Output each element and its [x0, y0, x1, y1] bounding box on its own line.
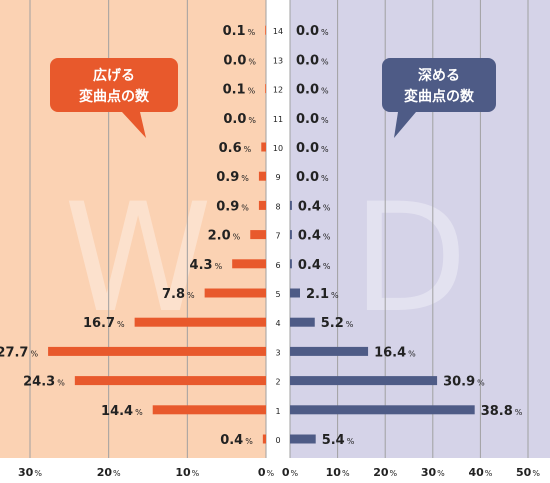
bar-left-2: [74, 376, 266, 386]
tick-right-20: 20%: [373, 466, 397, 479]
bar-left-5: [204, 288, 266, 298]
category-label-5: 5: [275, 290, 280, 299]
category-label-4: 4: [275, 319, 280, 328]
right-callout-line2: 変曲点の数: [404, 88, 475, 105]
left-callout-line2: 変曲点の数: [79, 88, 150, 105]
bar-left-9: [258, 171, 266, 181]
category-label-8: 8: [275, 202, 280, 211]
bar-right-3: [290, 346, 369, 356]
bar-left-3: [48, 346, 266, 356]
right-callout-line1: 深める: [418, 67, 460, 84]
value-label-left-4: 16.7%: [83, 316, 125, 331]
category-label-7: 7: [275, 232, 280, 241]
bar-right-0: [290, 434, 316, 444]
value-label-right-7: 0.4%: [298, 229, 331, 244]
right-watermark: D: [352, 172, 468, 346]
value-labels: 0.4% 5.4 %14.4% 38.8 %24.3% 30.9 %27.7% 16.4 %16…: [0, 24, 523, 448]
bar-right-1: [290, 405, 475, 415]
value-label-right-6: 0.4%: [298, 258, 331, 273]
category-label-9: 9: [275, 173, 280, 182]
value-label-left-7: 2.0%: [208, 229, 241, 244]
value-label-right-9: 0.0%: [296, 170, 329, 185]
value-label-right-11: 0.0%: [296, 112, 329, 127]
bar-left-8: [258, 200, 266, 210]
value-label-left-11: 0.0%: [223, 112, 256, 127]
bar-left-12: [265, 84, 266, 94]
value-label-left-14: 0.1%: [223, 24, 256, 39]
value-label-left-0: 0.4%: [220, 433, 253, 448]
category-label-0: 0: [275, 436, 280, 445]
bar-right-4: [290, 317, 315, 327]
category-label-2: 2: [275, 378, 280, 387]
value-label-right-5: 2.1%: [306, 287, 339, 302]
value-label-right-14: 0.0%: [296, 24, 329, 39]
bar-left-6: [232, 259, 266, 269]
value-label-right-12: 0.0%: [296, 83, 329, 98]
bar-left-1: [152, 405, 266, 415]
category-label-10: 10: [273, 144, 283, 153]
value-label-right-0: 5.4%: [322, 433, 355, 448]
tick-right-50: 50%: [516, 466, 540, 479]
tick-right-30: 30%: [421, 466, 445, 479]
value-label-right-3: 16.4%: [374, 345, 416, 360]
axis-tick-labels: 30% 20% 10% 0% 0% 10% 20% 30% 40% 50%: [18, 466, 540, 479]
value-label-left-12: 0.1%: [223, 83, 256, 98]
tick-right-0: 0%: [282, 466, 299, 479]
bar-right-2: [290, 376, 438, 386]
tick-right-40: 40%: [468, 466, 492, 479]
value-label-right-4: 5.2%: [321, 316, 354, 331]
right-callout: 深める 変曲点の数: [382, 58, 496, 138]
value-label-right-13: 0.0%: [296, 53, 329, 68]
value-label-left-10: 0.6%: [219, 141, 252, 156]
value-label-left-8: 0.9%: [216, 199, 249, 214]
bar-left-14: [265, 25, 266, 35]
category-label-3: 3: [275, 348, 280, 357]
bar-left-4: [134, 317, 266, 327]
bars: [48, 25, 475, 444]
value-label-left-13: 0.0%: [223, 53, 256, 68]
value-label-right-8: 0.4%: [298, 199, 331, 214]
bar-right-7: [290, 230, 292, 240]
bar-left-10: [261, 142, 266, 152]
category-label-14: 14: [273, 27, 283, 36]
right-callout-bubble: [382, 58, 496, 138]
value-label-left-2: 24.3%: [23, 375, 65, 390]
bar-right-8: [290, 200, 292, 210]
left-callout-line1: 広げる: [93, 67, 135, 84]
bar-right-6: [290, 259, 292, 269]
value-label-left-6: 4.3%: [190, 258, 223, 273]
value-label-left-3: 27.7%: [0, 345, 38, 360]
category-label-13: 13: [273, 56, 283, 65]
category-label-12: 12: [273, 86, 283, 95]
left-callout: 広げる 変曲点の数: [50, 58, 178, 138]
bar-right-5: [290, 288, 300, 298]
category-label-11: 11: [273, 115, 283, 124]
tick-left-30: 30%: [18, 466, 42, 479]
tick-left-20: 20%: [97, 466, 121, 479]
value-label-right-1: 38.8%: [481, 404, 523, 419]
bar-left-7: [250, 230, 266, 240]
tick-left-0: 0%: [258, 466, 275, 479]
value-label-right-2: 30.9%: [443, 375, 485, 390]
category-label-6: 6: [275, 261, 280, 270]
value-label-left-9: 0.9%: [216, 170, 249, 185]
tick-left-10: 10%: [175, 466, 199, 479]
bar-left-0: [262, 434, 266, 444]
value-label-left-5: 7.8%: [162, 287, 195, 302]
left-callout-bubble: [50, 58, 178, 138]
tick-right-10: 10%: [326, 466, 350, 479]
value-label-right-10: 0.0%: [296, 141, 329, 156]
category-label-1: 1: [275, 407, 280, 416]
value-label-left-1: 14.4%: [101, 404, 143, 419]
